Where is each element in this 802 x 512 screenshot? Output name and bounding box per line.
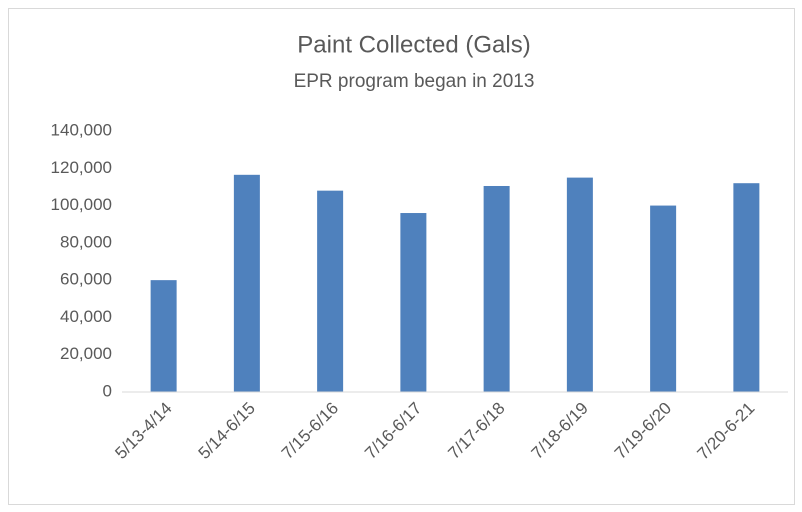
bar (317, 190, 344, 392)
chart-title: Paint Collected (Gals) (297, 31, 530, 58)
chart-subtitle: EPR program began in 2013 (294, 71, 535, 92)
bar (150, 280, 177, 392)
bar (733, 183, 760, 392)
y-tick-label: 140,000 (51, 120, 112, 139)
bar (400, 213, 427, 392)
bar (650, 205, 677, 392)
y-tick-label: 20,000 (60, 344, 112, 363)
bar (566, 177, 593, 392)
bar (233, 174, 260, 392)
y-tick-label: 60,000 (60, 270, 112, 289)
y-tick-label: 100,000 (51, 195, 112, 214)
y-tick-label: 0 (103, 381, 112, 400)
y-tick-label: 80,000 (60, 232, 112, 251)
y-tick-label: 40,000 (60, 307, 112, 326)
bar (483, 185, 510, 392)
y-tick-label: 120,000 (51, 158, 112, 177)
